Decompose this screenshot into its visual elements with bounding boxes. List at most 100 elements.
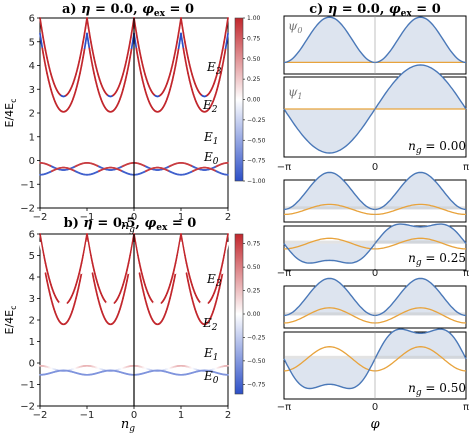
y-tick-label: 0 xyxy=(29,359,35,370)
panel-b-label-e0: E0 xyxy=(203,369,219,386)
x-tick-label: 0 xyxy=(131,212,137,223)
energy-band-e2-segment xyxy=(226,241,229,249)
colorbar-tick-label: 0.50 xyxy=(247,264,261,271)
y-tick-label: 0 xyxy=(29,156,35,167)
energy-band-e2-segment xyxy=(226,32,229,40)
wavefunction-fill xyxy=(284,172,466,210)
y-tick-label: −2 xyxy=(20,204,35,215)
energy-band-e2-segment xyxy=(39,32,42,40)
panel-a: a) η = 0.0, φex = 0 −2 −1 0 1 2 −2−10123456 … xyxy=(3,2,266,235)
colorbar-tick-label: −0.75 xyxy=(247,381,266,388)
x-tick-label: 0 xyxy=(131,410,137,421)
colorbar-tick-label: 0.25 xyxy=(247,76,261,83)
y-tick-label: 1 xyxy=(29,132,35,143)
psi0-label: ψ0 xyxy=(288,19,303,35)
y-tick-label: 1 xyxy=(29,337,35,348)
y-tick-label: 4 xyxy=(29,61,35,72)
panel-b-colorbar xyxy=(234,233,244,395)
ng-label-0: ng = 0.00 xyxy=(408,139,466,156)
y-tick-label: 6 xyxy=(29,14,35,25)
ng-label-1: ng = 0.25 xyxy=(408,251,466,268)
psi1-label: ψ1 xyxy=(288,85,303,101)
y-tick-label: −1 xyxy=(20,380,35,391)
panel-a-label-e0: E0 xyxy=(203,150,219,167)
y-tick-label: 4 xyxy=(29,273,35,284)
colorbar-tick-label: −0.75 xyxy=(247,158,266,165)
phi-tick-label: −π xyxy=(277,162,291,173)
colorbar-tick-label: 0.00 xyxy=(247,97,261,104)
colorbar-tick-label: 0.00 xyxy=(247,311,261,318)
panel-a-x-ticks: −2 −1 0 1 2 xyxy=(33,208,231,223)
panel-a-label-e1: E1 xyxy=(203,130,219,147)
energy-band-e3-segment xyxy=(226,233,229,240)
colorbar-tick-label: −0.25 xyxy=(247,334,266,341)
panel-c-x-ticks: −π 0 π −π 0 π −π 0 π xyxy=(277,162,469,413)
y-tick-label: −1 xyxy=(20,180,35,191)
panel-c: c) η = 0.0, φex = 0 −π 0 π −π 0 π −π 0 π φ ψ0 ψ1… xyxy=(277,2,469,432)
colorbar-tick-label: −1.00 xyxy=(247,178,266,185)
phi-tick-label: −π xyxy=(277,402,291,413)
phi-tick-label: π xyxy=(463,268,469,279)
energy-band-e2-segment xyxy=(180,32,183,40)
panel-b-ylabel: E/4Ec xyxy=(3,305,18,334)
phi-tick-label: 0 xyxy=(372,162,378,173)
x-tick-label: −2 xyxy=(33,212,48,223)
panel-b-label-e3: E3 xyxy=(206,272,222,289)
colorbar-tick-label: −0.50 xyxy=(247,137,266,144)
energy-band-e3-segment xyxy=(86,17,89,24)
panel-b: b) η = 0.5, φex = 0 −2 −1 0 1 2 −2−10123456 … xyxy=(3,216,266,434)
y-tick-label: 3 xyxy=(29,85,35,96)
phi-tick-label: 0 xyxy=(372,268,378,279)
phi-tick-label: π xyxy=(463,162,469,173)
ng-label-2: ng = 0.50 xyxy=(408,381,466,398)
panel-c-xlabel: φ xyxy=(370,417,380,432)
colorbar-tick-label: 0.25 xyxy=(247,288,261,295)
energy-band-e3-segment xyxy=(180,17,183,24)
phi-tick-label: −π xyxy=(277,268,291,279)
panel-c-wavefunction-boxes xyxy=(283,15,467,400)
panel-c-title: c) η = 0.0, φex = 0 xyxy=(309,2,441,19)
panel-a-xlabel: ng xyxy=(121,218,135,235)
panel-b-y-ticks: −2 −1 0 1 2 3 4 5 6 xyxy=(20,230,40,413)
panel-a-label-e2: E2 xyxy=(202,98,218,115)
colorbar-tick-label: 0.75 xyxy=(247,35,261,42)
panel-a-colorbar-ticks: 1.00 0.75 0.50 0.25 0.00 −0.25 −0.50 −0.75 −1.00 xyxy=(243,15,266,185)
y-tick-label: 3 xyxy=(29,294,35,305)
colorbar-tick-label: −0.50 xyxy=(247,358,266,365)
panel-b-label-e1: E1 xyxy=(203,346,219,363)
x-tick-label: −1 xyxy=(80,410,95,421)
energy-band-e3-segment xyxy=(226,17,229,24)
colorbar-tick-label: 0.75 xyxy=(247,241,261,248)
y-tick-label: −2 xyxy=(20,402,35,413)
phi-tick-label: π xyxy=(463,402,469,413)
wavefunction-fill xyxy=(284,17,466,63)
x-tick-label: −1 xyxy=(80,212,95,223)
panel-a-label-e3: E3 xyxy=(206,60,222,77)
y-tick-label: 6 xyxy=(29,230,35,241)
x-tick-label: −2 xyxy=(33,410,48,421)
colorbar-tick-label: −0.25 xyxy=(247,117,266,124)
panel-b-energy-levels xyxy=(39,233,229,376)
panel-a-energy-levels xyxy=(39,17,229,176)
panel-b-title: b) η = 0.5, φex = 0 xyxy=(64,216,197,233)
colorbar-tick-label: 1.00 xyxy=(247,15,261,22)
y-tick-label: 5 xyxy=(29,37,35,48)
phi-tick-label: 0 xyxy=(372,402,378,413)
y-tick-label: 5 xyxy=(29,251,35,262)
y-tick-label: 2 xyxy=(29,109,35,120)
wavefunction-fill xyxy=(284,278,466,316)
energy-band-e3-segment xyxy=(39,17,42,24)
x-tick-label: 2 xyxy=(225,212,231,223)
x-tick-label: 2 xyxy=(225,410,231,421)
panel-a-y-ticks: −2 −1 0 1 2 3 4 5 6 xyxy=(20,14,40,215)
panel-b-label-e2: E2 xyxy=(202,316,218,333)
energy-band-e2-segment xyxy=(86,32,89,40)
panel-b-x-ticks: −2 −1 0 1 2 xyxy=(33,406,231,421)
y-tick-label: 2 xyxy=(29,316,35,327)
panel-b-colorbar-ticks: 0.75 0.50 0.25 0.00 −0.25 −0.50 −0.75 xyxy=(243,241,266,388)
panel-a-colorbar xyxy=(234,17,244,182)
panel-a-ylabel: E/4Ec xyxy=(3,98,18,127)
panel-a-title: a) η = 0.0, φex = 0 xyxy=(62,2,194,19)
x-tick-label: 1 xyxy=(178,212,184,223)
